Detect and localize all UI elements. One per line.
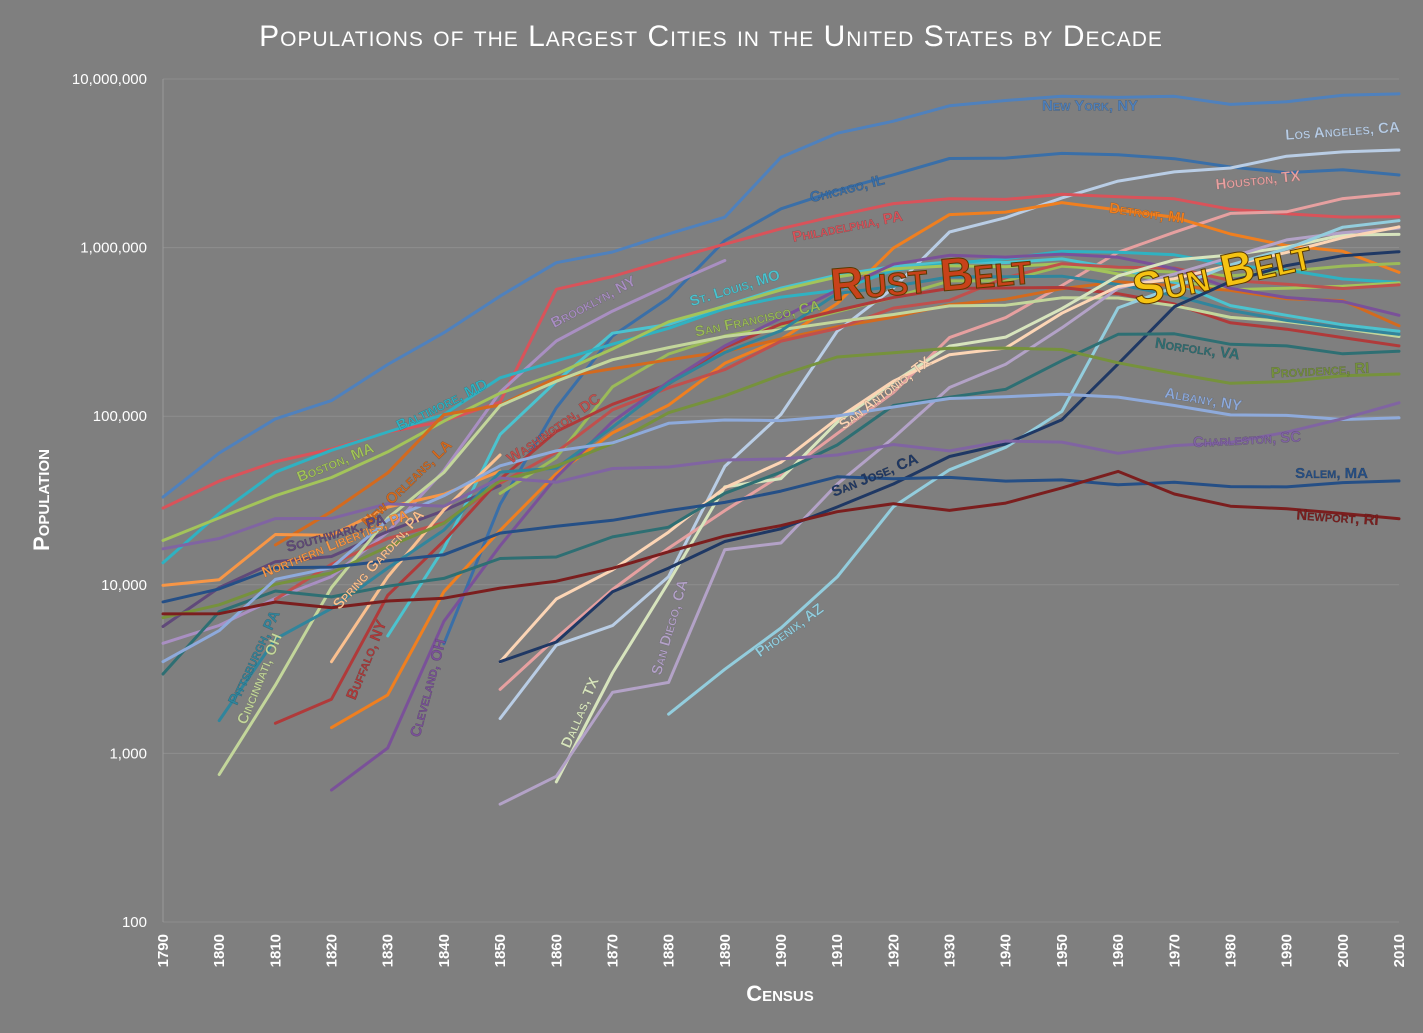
x-tick-label: 1900 <box>773 934 790 967</box>
series-line <box>161 346 1401 620</box>
gridlines <box>162 78 1399 923</box>
x-tick-label: 1790 <box>155 934 172 967</box>
series-line <box>498 148 1401 720</box>
series-line <box>217 274 1401 723</box>
y-tick-label: 1,000,000 <box>80 240 147 257</box>
series-line <box>161 401 1401 551</box>
series-line <box>161 332 1401 676</box>
chart-title: Populations of the Largest Cities in the… <box>259 20 1163 53</box>
series-line <box>161 92 1401 499</box>
series-label: Newport, RI <box>1296 506 1379 529</box>
series-line <box>498 262 1401 495</box>
series-label: New York, NY <box>1042 98 1138 115</box>
x-axis-ticks: 1790 1800 1810 1820 1830 1840 1850 1860 1870 1880… <box>155 934 1408 967</box>
series-line <box>161 475 1401 604</box>
x-tick-label: 1960 <box>1110 934 1127 967</box>
x-tick-label: 1830 <box>380 934 397 967</box>
series-line <box>554 232 1401 784</box>
x-tick-label: 1910 <box>829 934 846 967</box>
x-tick-label: 1970 <box>1166 934 1183 967</box>
series-label: Charleston, SC <box>1193 429 1302 452</box>
x-tick-label: 1940 <box>998 934 1015 967</box>
x-tick-label: 2000 <box>1335 934 1352 967</box>
series-lines <box>161 92 1401 806</box>
y-tick-label: 100 <box>122 914 147 931</box>
x-tick-label: 1890 <box>717 934 734 967</box>
x-tick-label: 1800 <box>211 934 228 967</box>
y-tick-label: 1,000 <box>109 745 147 762</box>
x-axis-title: Census <box>746 981 814 1006</box>
series-line <box>161 392 1401 664</box>
x-tick-label: 1840 <box>436 934 453 967</box>
y-tick-label: 10,000 <box>101 577 147 594</box>
x-tick-label: 1950 <box>1054 934 1071 967</box>
series-line <box>273 286 1401 725</box>
x-tick-label: 1920 <box>885 934 902 967</box>
x-tick-label: 1820 <box>324 934 341 967</box>
y-tick-label: 10,000,000 <box>72 71 147 88</box>
series-line <box>498 250 1401 664</box>
series-line <box>161 262 1401 542</box>
series-line <box>667 219 1401 716</box>
x-tick-label: 1990 <box>1279 934 1296 967</box>
series-label: Salem, MA <box>1295 465 1368 482</box>
series-line <box>161 469 1401 616</box>
x-tick-label: 1860 <box>548 934 565 967</box>
y-axis-title: Population <box>29 449 54 551</box>
x-tick-label: 2010 <box>1391 934 1408 967</box>
x-tick-label: 1880 <box>661 934 678 967</box>
series-line <box>217 296 1401 776</box>
series-line <box>498 226 1401 806</box>
y-tick-label: 100,000 <box>93 408 147 425</box>
x-tick-label: 1850 <box>492 934 509 967</box>
x-tick-label: 1810 <box>267 934 284 967</box>
x-tick-label: 1870 <box>604 934 621 967</box>
series-label: Providence, RI <box>1270 360 1370 382</box>
x-tick-label: 1980 <box>1222 934 1239 967</box>
x-tick-label: 1930 <box>942 934 959 967</box>
series-line <box>498 191 1401 691</box>
y-axis-ticks: 100 1,000 10,000 100,000 1,000,000 10,000,000 <box>72 71 147 931</box>
